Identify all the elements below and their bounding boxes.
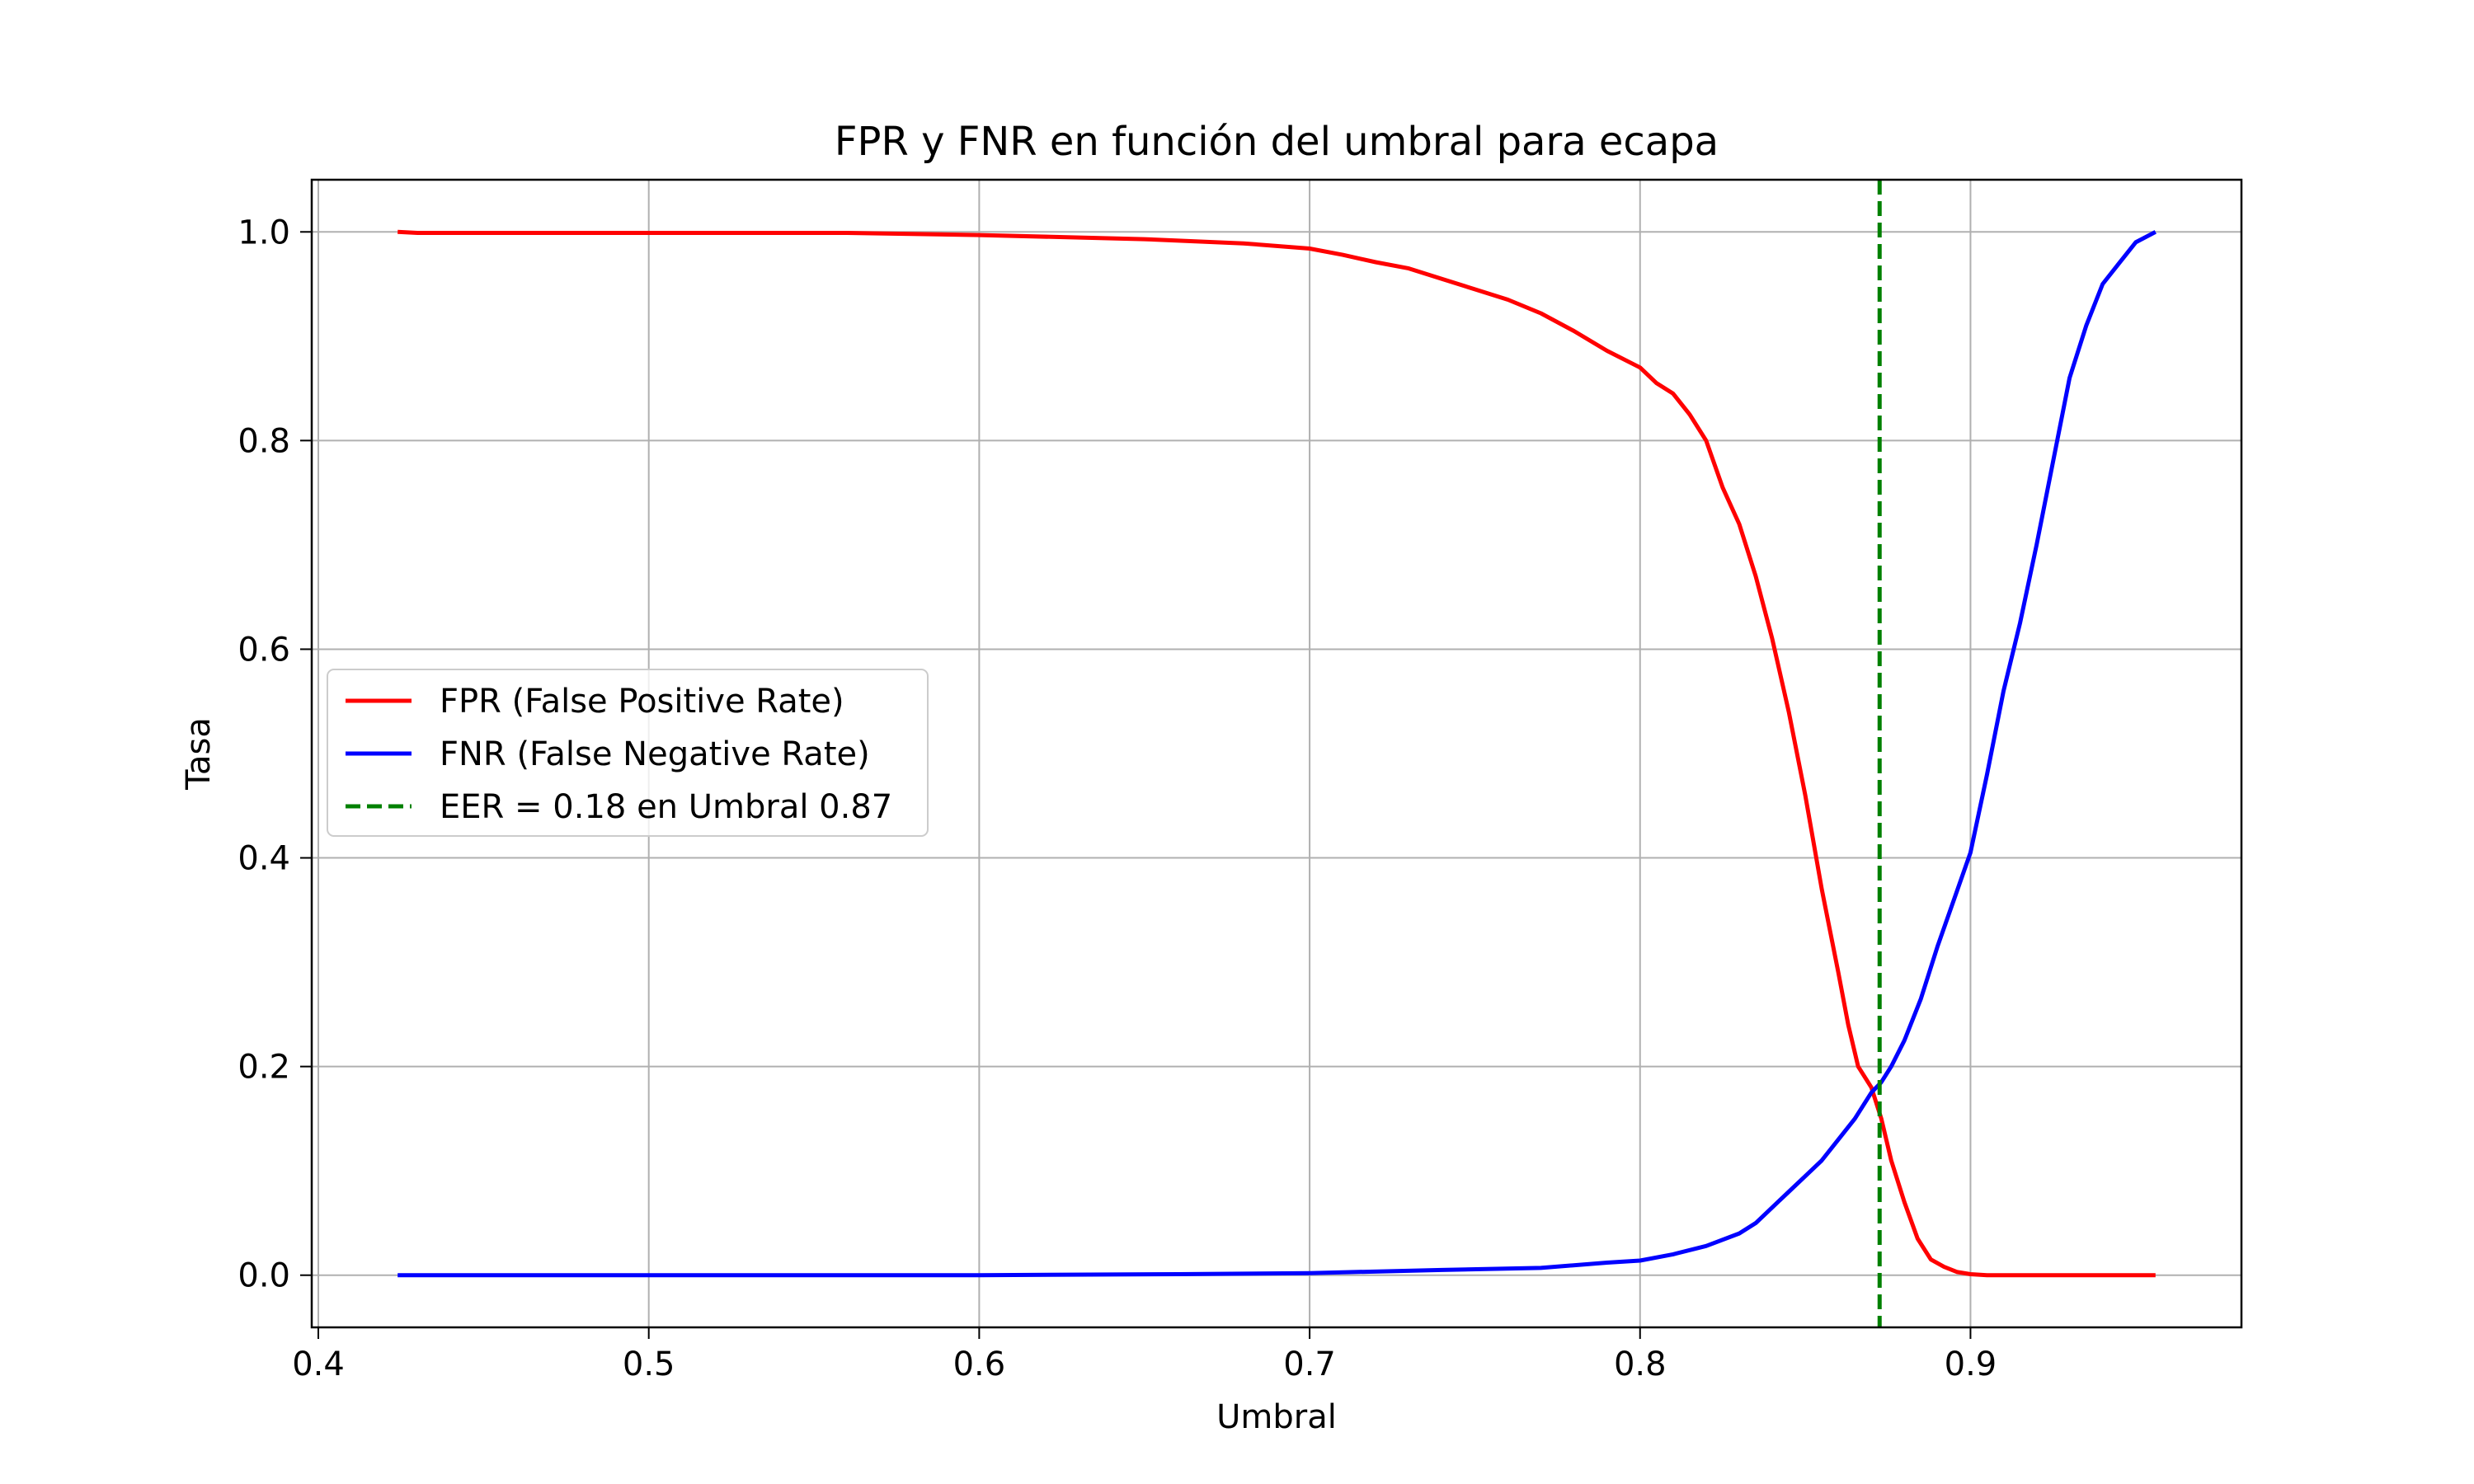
- y-tick-label: 0.2: [238, 1049, 290, 1087]
- x-tick-label: 0.8: [1614, 1345, 1667, 1383]
- x-tick-label: 0.5: [623, 1345, 675, 1383]
- y-tick-label: 0.4: [238, 840, 290, 878]
- legend: FPR (False Positive Rate) FNR (False Nega…: [327, 669, 929, 837]
- legend-label: EER = 0.18 en Umbral 0.87: [440, 788, 892, 826]
- x-tick-label: 0.6: [953, 1345, 1006, 1383]
- x-tick-label: 0.9: [1945, 1345, 1997, 1383]
- y-axis-label: Tasa: [180, 717, 218, 791]
- axis-ticks: 0.4 0.5 0.6 0.7 0.8 0.9 0.0 0.2 0.4 0.6 0.8 1.0: [238, 214, 1997, 1383]
- y-tick-label: 1.0: [238, 214, 290, 251]
- series-line-fnr: [397, 230, 2157, 1278]
- legend-label: FNR (False Negative Rate): [440, 735, 870, 773]
- chart-title: FPR y FNR en función del umbral para eca…: [835, 119, 1719, 165]
- x-axis-label: Umbral: [1216, 1398, 1337, 1436]
- y-tick-label: 0.0: [238, 1257, 290, 1295]
- plot-lines: [397, 180, 2157, 1327]
- series-line-fpr: [397, 229, 2156, 1278]
- legend-label: FPR (False Positive Rate): [440, 683, 844, 721]
- y-tick-label: 0.6: [238, 631, 290, 669]
- grid: [312, 180, 2241, 1327]
- y-tick-label: 0.8: [238, 422, 290, 460]
- x-tick-label: 0.4: [292, 1345, 345, 1383]
- legend-box: [327, 669, 929, 837]
- plot-frame: [310, 178, 2243, 1329]
- x-tick-label: 0.7: [1283, 1345, 1336, 1383]
